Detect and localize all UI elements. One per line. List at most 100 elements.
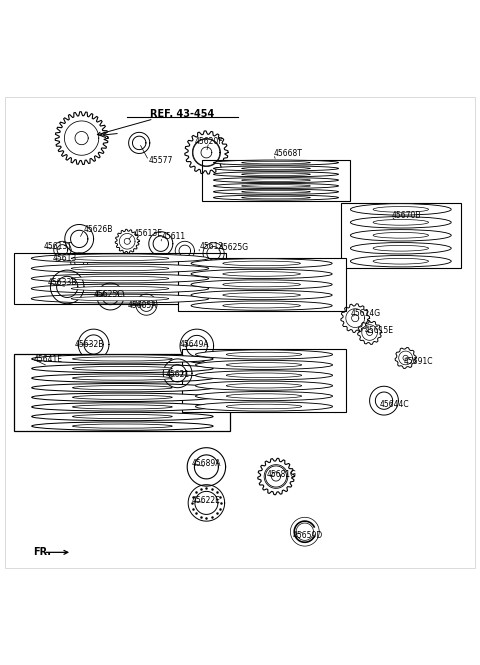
Ellipse shape	[191, 280, 332, 289]
Text: 45612: 45612	[199, 242, 223, 251]
Ellipse shape	[72, 357, 172, 361]
Ellipse shape	[32, 422, 213, 430]
Ellipse shape	[32, 364, 213, 372]
Ellipse shape	[373, 207, 429, 212]
Text: 45685A: 45685A	[127, 301, 156, 310]
Ellipse shape	[350, 203, 451, 215]
Text: FR.: FR.	[34, 547, 52, 557]
Ellipse shape	[31, 254, 209, 263]
Text: 45613E: 45613E	[133, 229, 162, 238]
Text: 45632B: 45632B	[74, 340, 104, 348]
Ellipse shape	[72, 386, 172, 390]
Ellipse shape	[241, 190, 311, 193]
Polygon shape	[341, 203, 461, 268]
Ellipse shape	[241, 185, 311, 188]
Ellipse shape	[241, 173, 311, 176]
Text: 45668T: 45668T	[274, 150, 302, 158]
Ellipse shape	[241, 179, 311, 182]
Ellipse shape	[32, 393, 213, 402]
Ellipse shape	[214, 166, 338, 171]
Ellipse shape	[71, 287, 169, 291]
Ellipse shape	[31, 264, 209, 273]
Text: 45659D: 45659D	[293, 531, 323, 539]
Text: 45633B: 45633B	[48, 278, 77, 287]
Text: REF. 43-454: REF. 43-454	[150, 109, 215, 119]
Text: 45577: 45577	[149, 156, 173, 165]
Polygon shape	[178, 258, 346, 311]
Text: 45641E: 45641E	[34, 355, 62, 364]
Ellipse shape	[72, 405, 172, 409]
Ellipse shape	[32, 374, 213, 382]
Ellipse shape	[226, 373, 302, 378]
Ellipse shape	[32, 384, 213, 392]
Text: 45614G: 45614G	[350, 309, 381, 319]
Ellipse shape	[72, 414, 172, 418]
Ellipse shape	[223, 303, 300, 308]
Ellipse shape	[214, 160, 338, 165]
Ellipse shape	[214, 190, 338, 194]
Ellipse shape	[32, 403, 213, 411]
Text: 45649A: 45649A	[180, 340, 210, 349]
Ellipse shape	[71, 266, 169, 271]
Ellipse shape	[223, 293, 300, 297]
Ellipse shape	[71, 256, 169, 261]
Polygon shape	[14, 253, 226, 304]
Ellipse shape	[223, 282, 300, 287]
Ellipse shape	[72, 376, 172, 380]
Ellipse shape	[350, 217, 451, 228]
Ellipse shape	[195, 381, 333, 390]
Polygon shape	[14, 354, 230, 431]
Ellipse shape	[191, 291, 332, 300]
Text: 45644C: 45644C	[379, 400, 409, 409]
Text: 45689A: 45689A	[192, 459, 221, 467]
Text: 45622E: 45622E	[192, 496, 221, 505]
Text: 45621: 45621	[166, 370, 190, 379]
Ellipse shape	[191, 259, 332, 268]
Ellipse shape	[350, 255, 451, 267]
Text: 45611: 45611	[162, 232, 186, 241]
Ellipse shape	[32, 354, 213, 363]
Ellipse shape	[195, 392, 333, 401]
Ellipse shape	[350, 243, 451, 254]
Ellipse shape	[373, 233, 429, 238]
Ellipse shape	[71, 276, 169, 281]
Ellipse shape	[226, 394, 302, 398]
Text: 45681G: 45681G	[266, 470, 297, 479]
Ellipse shape	[350, 229, 451, 241]
Ellipse shape	[241, 196, 311, 199]
Text: 45626B: 45626B	[84, 225, 113, 234]
Ellipse shape	[214, 195, 338, 200]
Text: 45625C: 45625C	[94, 290, 123, 299]
Ellipse shape	[223, 271, 300, 276]
Ellipse shape	[195, 370, 333, 380]
Ellipse shape	[32, 412, 213, 421]
Ellipse shape	[226, 362, 302, 367]
Ellipse shape	[373, 245, 429, 251]
Ellipse shape	[195, 360, 333, 370]
Polygon shape	[202, 160, 350, 201]
Text: 45620F: 45620F	[194, 138, 223, 146]
Ellipse shape	[195, 350, 333, 359]
Ellipse shape	[226, 404, 302, 409]
Ellipse shape	[31, 294, 209, 303]
Text: 45670B: 45670B	[391, 211, 420, 220]
Text: 45691C: 45691C	[403, 357, 432, 366]
Ellipse shape	[72, 366, 172, 370]
Ellipse shape	[373, 219, 429, 225]
Text: 45613: 45613	[53, 253, 77, 263]
Text: 45625G: 45625G	[218, 243, 249, 252]
Ellipse shape	[191, 301, 332, 311]
Ellipse shape	[223, 261, 300, 266]
Polygon shape	[182, 349, 346, 412]
Ellipse shape	[226, 384, 302, 388]
Text: 45613T: 45613T	[43, 242, 72, 251]
Ellipse shape	[191, 269, 332, 279]
Ellipse shape	[195, 402, 333, 411]
Text: 45615E: 45615E	[365, 326, 394, 335]
Ellipse shape	[373, 259, 429, 264]
Ellipse shape	[226, 352, 302, 357]
Ellipse shape	[214, 178, 338, 183]
Ellipse shape	[214, 172, 338, 177]
Ellipse shape	[72, 395, 172, 400]
Ellipse shape	[72, 424, 172, 428]
